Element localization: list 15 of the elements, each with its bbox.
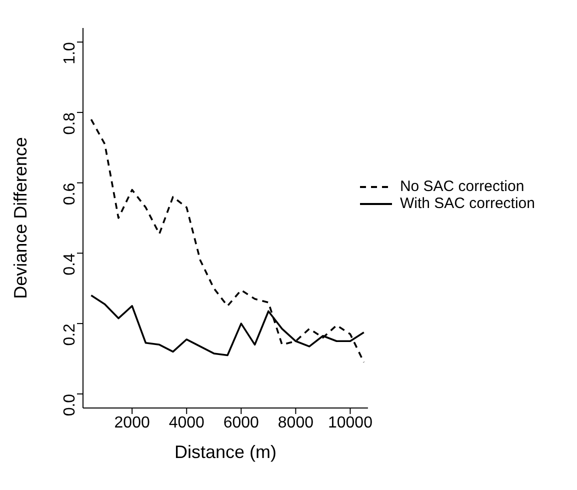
y-tick-label: 0.4 [62,253,79,276]
legend-label: No SAC correction [400,178,524,195]
y-tick-label: 0.6 [62,182,79,206]
y-tick-label: 0.8 [62,112,79,135]
x-tick-label: 4000 [168,414,205,432]
x-tick-label: 8000 [278,414,314,432]
y-tick-label: 0.0 [62,394,79,416]
legend-label: With SAC correction [400,195,535,212]
x-tick-label: 2000 [114,414,150,432]
y-axis-title: Deviance Difference [10,137,30,299]
x-axis-title: Distance (m) [174,442,276,462]
x-tick-label: 6000 [223,414,260,432]
y-tick-label: 1.0 [62,42,79,64]
y-tick-label: 0.2 [62,323,79,346]
x-tick-label: 10000 [328,414,373,432]
